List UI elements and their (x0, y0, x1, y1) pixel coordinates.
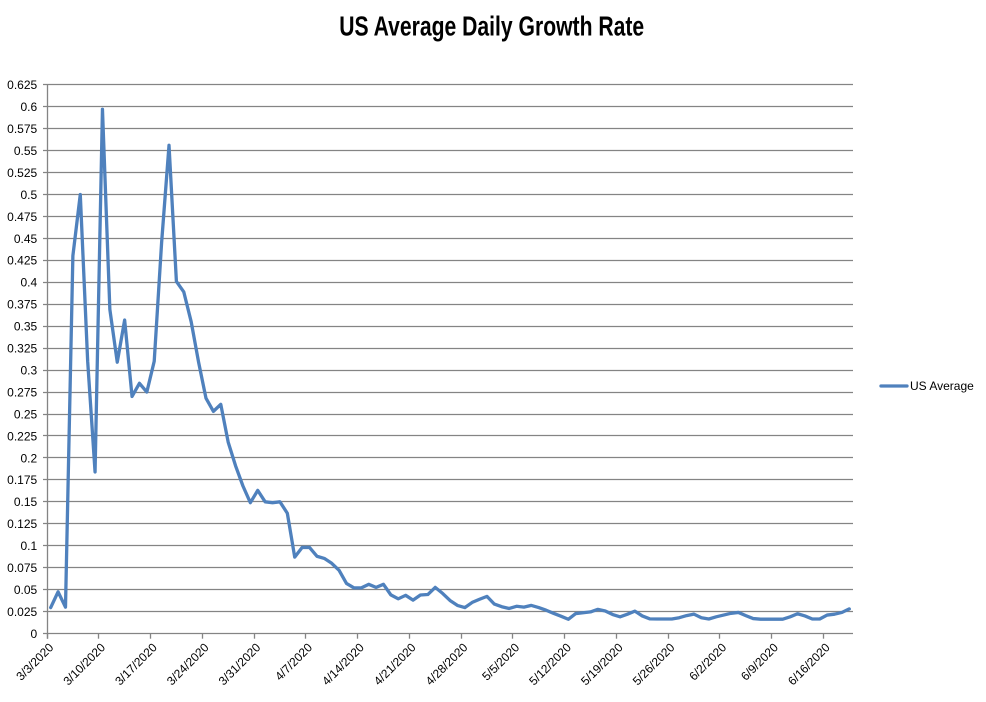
svg-text:0.425: 0.425 (7, 254, 37, 268)
svg-text:0.5: 0.5 (21, 188, 38, 202)
svg-text:US Average: US Average (910, 379, 974, 393)
svg-text:0.625: 0.625 (7, 78, 37, 92)
svg-text:0.275: 0.275 (7, 385, 37, 399)
svg-text:0.3: 0.3 (21, 363, 38, 377)
svg-text:0.075: 0.075 (7, 561, 37, 575)
svg-text:0.1: 0.1 (21, 539, 38, 553)
svg-text:0.55: 0.55 (14, 144, 38, 158)
svg-text:0.025: 0.025 (7, 605, 37, 619)
svg-text:0.475: 0.475 (7, 210, 37, 224)
svg-text:0.25: 0.25 (14, 407, 38, 421)
svg-text:0.35: 0.35 (14, 320, 38, 334)
svg-text:0.05: 0.05 (14, 583, 38, 597)
svg-text:0.6: 0.6 (21, 100, 38, 114)
svg-text:0.15: 0.15 (14, 495, 38, 509)
svg-text:0.525: 0.525 (7, 166, 37, 180)
svg-text:0.325: 0.325 (7, 342, 37, 356)
svg-text:0.225: 0.225 (7, 429, 37, 443)
svg-text:0.2: 0.2 (21, 451, 38, 465)
svg-text:0.4: 0.4 (21, 276, 38, 290)
svg-text:US Average Daily Growth Rate: US Average Daily Growth Rate (339, 12, 644, 42)
svg-text:0: 0 (31, 627, 38, 641)
svg-text:0.375: 0.375 (7, 298, 37, 312)
svg-text:0.575: 0.575 (7, 122, 37, 136)
svg-text:0.175: 0.175 (7, 473, 37, 487)
svg-text:0.45: 0.45 (14, 232, 38, 246)
svg-text:0.125: 0.125 (7, 517, 37, 531)
